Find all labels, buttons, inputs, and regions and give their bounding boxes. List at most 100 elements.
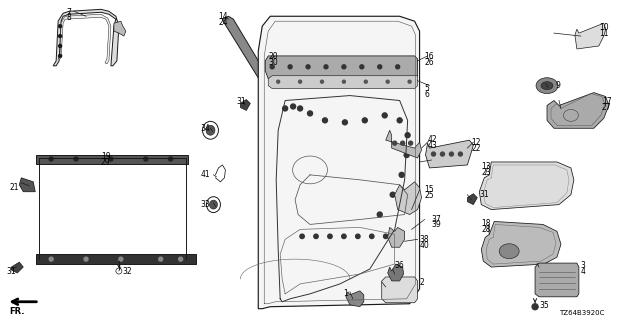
Text: 18: 18 [481, 220, 491, 228]
Polygon shape [114, 21, 126, 36]
Circle shape [364, 80, 367, 83]
Text: 7: 7 [66, 8, 71, 17]
Polygon shape [53, 9, 119, 66]
Text: 37: 37 [431, 214, 441, 224]
Circle shape [397, 118, 402, 123]
Text: 43: 43 [428, 141, 437, 150]
Text: 15: 15 [424, 185, 434, 194]
Circle shape [308, 111, 312, 116]
Text: 21: 21 [10, 183, 19, 192]
Circle shape [377, 212, 382, 217]
Text: 14: 14 [218, 12, 228, 21]
Circle shape [342, 120, 348, 125]
Text: 27: 27 [602, 102, 611, 111]
Text: 16: 16 [424, 52, 434, 61]
Circle shape [458, 152, 462, 156]
Ellipse shape [499, 244, 519, 259]
Text: 24: 24 [218, 18, 228, 27]
Text: 12: 12 [471, 138, 481, 147]
Circle shape [159, 257, 163, 261]
Circle shape [405, 133, 410, 138]
Circle shape [324, 65, 328, 69]
Polygon shape [575, 23, 605, 49]
Circle shape [59, 25, 61, 28]
Text: 13: 13 [481, 162, 491, 171]
Text: 4: 4 [581, 267, 586, 276]
Text: 3: 3 [581, 261, 586, 270]
Circle shape [390, 192, 395, 197]
Circle shape [382, 113, 387, 118]
Circle shape [369, 234, 374, 238]
Text: 10: 10 [599, 23, 609, 32]
Circle shape [378, 65, 381, 69]
Circle shape [386, 80, 389, 83]
Circle shape [323, 118, 328, 123]
Text: 25: 25 [424, 191, 434, 200]
Text: 42: 42 [428, 135, 437, 144]
Polygon shape [479, 162, 574, 210]
Polygon shape [386, 130, 422, 158]
Polygon shape [467, 194, 477, 204]
Circle shape [306, 65, 310, 69]
Circle shape [408, 141, 413, 145]
Text: 17: 17 [602, 97, 611, 106]
Circle shape [401, 141, 404, 145]
Circle shape [396, 65, 399, 69]
Circle shape [321, 80, 323, 83]
Text: 30: 30 [268, 58, 278, 67]
Circle shape [59, 54, 61, 57]
Text: 6: 6 [424, 90, 429, 99]
Polygon shape [268, 76, 417, 89]
Text: 2: 2 [420, 278, 424, 287]
Circle shape [179, 257, 182, 261]
Circle shape [532, 304, 538, 310]
Circle shape [119, 257, 123, 261]
Circle shape [362, 118, 367, 123]
Circle shape [169, 157, 173, 161]
Ellipse shape [209, 200, 218, 209]
Circle shape [449, 152, 453, 156]
Polygon shape [36, 155, 188, 164]
Text: 28: 28 [481, 225, 491, 235]
Text: 23: 23 [481, 168, 491, 177]
Circle shape [397, 234, 402, 238]
Polygon shape [36, 254, 196, 264]
Text: 5: 5 [424, 84, 429, 93]
Circle shape [59, 35, 61, 37]
Text: 38: 38 [420, 235, 429, 244]
Circle shape [356, 234, 360, 238]
Circle shape [300, 234, 304, 238]
Circle shape [342, 234, 346, 238]
Circle shape [59, 44, 61, 47]
Polygon shape [388, 228, 404, 247]
Text: 31: 31 [236, 97, 246, 106]
Text: 31: 31 [6, 267, 16, 276]
Polygon shape [395, 182, 422, 214]
Circle shape [74, 157, 78, 161]
Polygon shape [259, 16, 420, 309]
Ellipse shape [541, 82, 553, 90]
Text: 19: 19 [101, 152, 111, 161]
Text: 29: 29 [101, 158, 111, 167]
Polygon shape [19, 178, 35, 192]
Ellipse shape [206, 125, 215, 135]
Text: FR.: FR. [10, 307, 25, 316]
Polygon shape [58, 14, 111, 64]
Text: TZ64B3920C: TZ64B3920C [559, 310, 604, 316]
Circle shape [291, 104, 296, 109]
Circle shape [49, 257, 53, 261]
Polygon shape [241, 100, 250, 110]
Text: 34: 34 [200, 124, 211, 133]
Text: 1: 1 [343, 289, 348, 298]
Text: 8: 8 [66, 13, 71, 22]
Text: 36: 36 [395, 261, 404, 270]
Circle shape [393, 141, 397, 145]
Circle shape [383, 234, 388, 238]
Text: 35: 35 [539, 301, 548, 310]
Circle shape [270, 65, 274, 69]
Circle shape [49, 157, 53, 161]
Text: 26: 26 [424, 58, 434, 67]
Text: 33: 33 [200, 200, 211, 209]
Polygon shape [481, 221, 561, 267]
Polygon shape [535, 263, 579, 297]
